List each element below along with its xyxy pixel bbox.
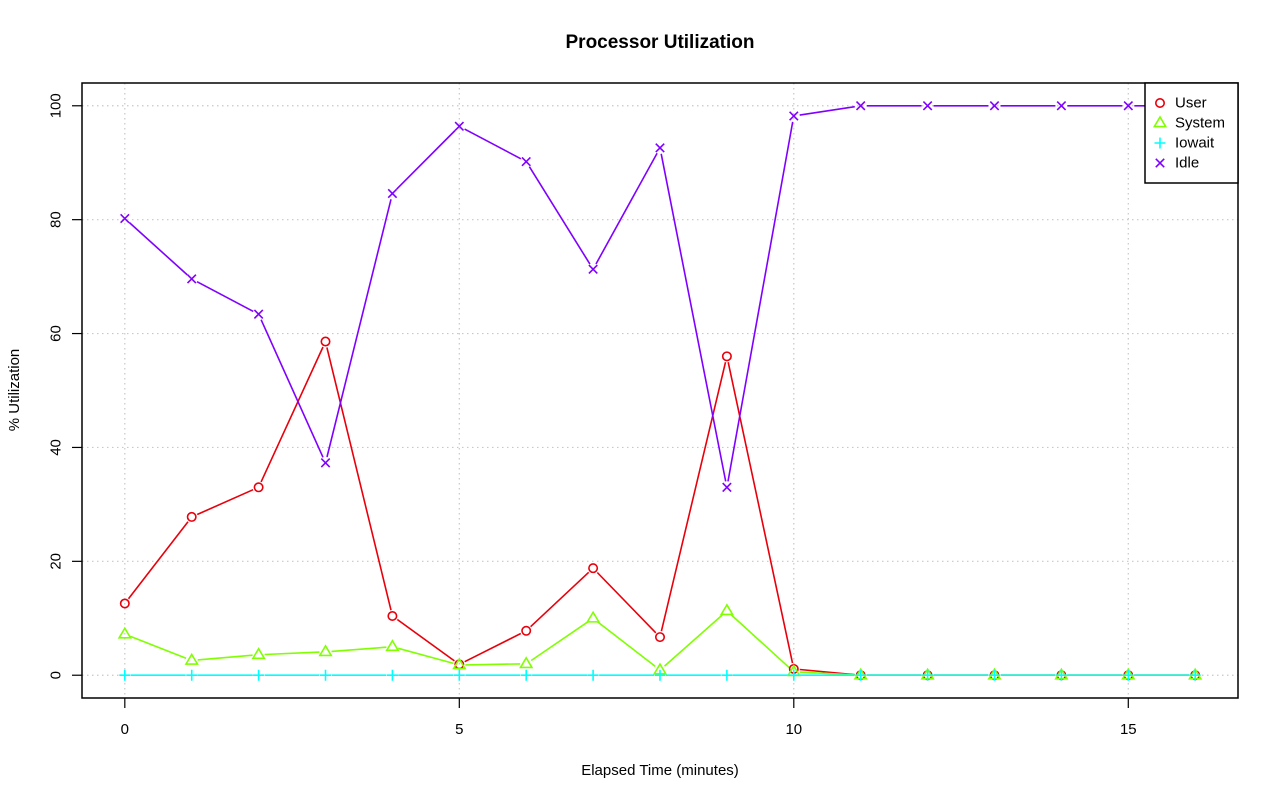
x-tick-label: 10 bbox=[785, 721, 802, 738]
data-point-system bbox=[719, 603, 735, 616]
legend-box bbox=[1144, 82, 1239, 184]
series-line-idle bbox=[128, 105, 1190, 482]
data-point-iowait bbox=[988, 669, 1000, 681]
legend-marker-system bbox=[1152, 115, 1168, 128]
data-point-user bbox=[119, 598, 130, 609]
data-point-idle bbox=[320, 458, 331, 468]
x-tick-label: 5 bbox=[455, 721, 463, 738]
legend-label-idle: Idle bbox=[1175, 155, 1199, 172]
y-tick-label: 100 bbox=[48, 93, 65, 118]
data-point-idle bbox=[186, 274, 197, 284]
y-tick-label: 40 bbox=[48, 439, 65, 456]
series-lines bbox=[127, 105, 1190, 676]
x-axis-label: Elapsed Time (minutes) bbox=[581, 762, 739, 779]
data-point-iowait bbox=[386, 669, 398, 681]
x-axis: 0 5 10 15 bbox=[121, 697, 1137, 738]
x-tick-label: 0 bbox=[121, 721, 129, 738]
y-axis-label: % Utilization bbox=[6, 349, 23, 432]
data-point-iowait bbox=[721, 669, 733, 681]
data-point-idle bbox=[521, 156, 531, 167]
y-tick-label: 0 bbox=[48, 671, 65, 679]
data-point-system bbox=[519, 656, 534, 669]
data-point-system bbox=[117, 626, 132, 639]
data-point-user bbox=[253, 482, 264, 493]
y-tick-label: 20 bbox=[48, 553, 65, 570]
data-point-idle bbox=[789, 111, 799, 121]
data-point-user bbox=[588, 563, 599, 574]
data-point-user bbox=[387, 610, 398, 621]
y-axis: 0 20 40 60 80 100 bbox=[48, 93, 83, 679]
data-point-user bbox=[654, 632, 665, 643]
data-point-iowait bbox=[654, 669, 666, 681]
data-point-idle bbox=[922, 101, 933, 111]
data-point-idle bbox=[1056, 101, 1067, 111]
data-point-idle bbox=[387, 188, 398, 199]
data-point-idle bbox=[655, 143, 665, 153]
data-point-iowait bbox=[587, 669, 599, 681]
data-point-iowait bbox=[1189, 669, 1201, 681]
series-points-system bbox=[117, 603, 1203, 680]
data-point-system bbox=[385, 639, 400, 652]
data-point-system bbox=[585, 610, 601, 623]
data-point-idle bbox=[454, 121, 465, 132]
legend-marker-user bbox=[1155, 98, 1166, 109]
data-point-user bbox=[320, 336, 331, 347]
legend-label-user: User bbox=[1175, 95, 1207, 112]
data-point-iowait bbox=[119, 669, 131, 681]
y-tick-label: 60 bbox=[48, 325, 65, 342]
data-point-idle bbox=[1123, 101, 1134, 111]
x-tick-label: 15 bbox=[1120, 721, 1137, 738]
data-point-idle bbox=[253, 309, 264, 319]
data-point-idle bbox=[989, 101, 1000, 111]
data-point-system bbox=[251, 647, 266, 660]
series-points-iowait bbox=[119, 669, 1201, 681]
data-point-iowait bbox=[253, 669, 265, 681]
y-tick-label: 80 bbox=[48, 211, 65, 228]
data-point-iowait bbox=[186, 669, 198, 681]
data-point-system bbox=[184, 652, 199, 665]
legend-label-system: System bbox=[1175, 115, 1225, 132]
chart-title: Processor Utilization bbox=[566, 32, 755, 53]
data-point-idle bbox=[588, 264, 598, 274]
legend-marker-iowait bbox=[1154, 137, 1166, 149]
data-point-iowait bbox=[1122, 669, 1134, 681]
data-point-user bbox=[186, 511, 197, 522]
data-point-iowait bbox=[520, 669, 532, 681]
data-point-iowait bbox=[922, 669, 934, 681]
data-point-idle bbox=[722, 482, 732, 493]
data-point-user bbox=[721, 351, 732, 362]
data-point-iowait bbox=[855, 669, 867, 681]
data-point-iowait bbox=[788, 669, 800, 681]
legend: User System Iowait Idle bbox=[1144, 82, 1239, 184]
legend-marker-idle bbox=[1155, 158, 1165, 168]
data-point-iowait bbox=[320, 669, 332, 681]
legend-label-iowait: Iowait bbox=[1175, 135, 1215, 152]
data-point-idle bbox=[120, 213, 130, 224]
data-point-system bbox=[318, 644, 333, 657]
data-point-system bbox=[452, 657, 467, 670]
data-point-user bbox=[521, 625, 532, 636]
data-point-iowait bbox=[1055, 669, 1067, 681]
data-point-iowait bbox=[453, 669, 465, 681]
data-point-idle bbox=[855, 101, 866, 111]
